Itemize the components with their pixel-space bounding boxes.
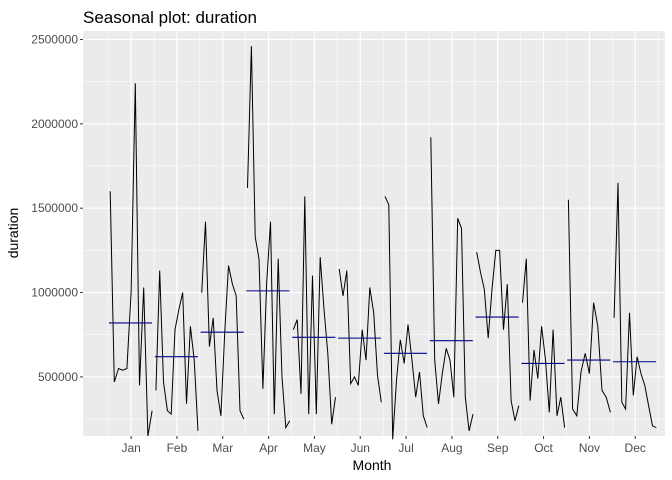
minor-gridlines [83, 31, 665, 436]
x-tick-label: Jun [351, 441, 370, 455]
y-tick-label: 1000000 [31, 286, 78, 300]
x-tick-label: Dec [625, 441, 646, 455]
x-tick-label: Apr [259, 441, 278, 455]
y-axis: 500000 1000000 1500000 2000000 2500000 [31, 32, 83, 384]
series-lines [109, 46, 657, 440]
series-line-mar [201, 221, 245, 420]
major-gridlines [83, 31, 665, 436]
series-line-jul [384, 196, 428, 440]
series-line-aug [430, 137, 474, 432]
x-tick-label: Aug [441, 441, 462, 455]
series-line-jan [109, 83, 153, 437]
y-tick-label: 500000 [38, 370, 78, 384]
x-tick-label: Jan [121, 441, 140, 455]
x-tick-label: Sep [487, 441, 509, 455]
series-line-may [292, 196, 336, 425]
series-line-dec [613, 182, 657, 429]
series-line-apr [247, 46, 291, 430]
plot-panel [83, 31, 665, 436]
x-tick-label: May [303, 441, 326, 455]
series-line-sep [476, 249, 520, 421]
month-mean-lines [108, 290, 657, 364]
x-tick-label: Feb [167, 441, 188, 455]
x-tick-label: Nov [579, 441, 600, 455]
y-axis-title: duration [5, 208, 21, 259]
series-line-oct [522, 258, 566, 428]
x-axis-title: Month [353, 457, 392, 473]
y-tick-label: 1500000 [31, 201, 78, 215]
series-line-jun [338, 268, 382, 403]
y-tick-label: 2500000 [31, 32, 78, 46]
x-tick-label: Jul [398, 441, 413, 455]
y-tick-label: 2000000 [31, 117, 78, 131]
series-line-feb [155, 270, 199, 431]
x-tick-label: Mar [212, 441, 233, 455]
x-tick-label: Oct [534, 441, 553, 455]
x-axis: Jan Feb Mar Apr May Jun Jul Aug Sep Oct Nov Dec [121, 436, 646, 455]
series-line-nov [567, 199, 611, 418]
chart-title: Seasonal plot: duration [83, 8, 257, 27]
